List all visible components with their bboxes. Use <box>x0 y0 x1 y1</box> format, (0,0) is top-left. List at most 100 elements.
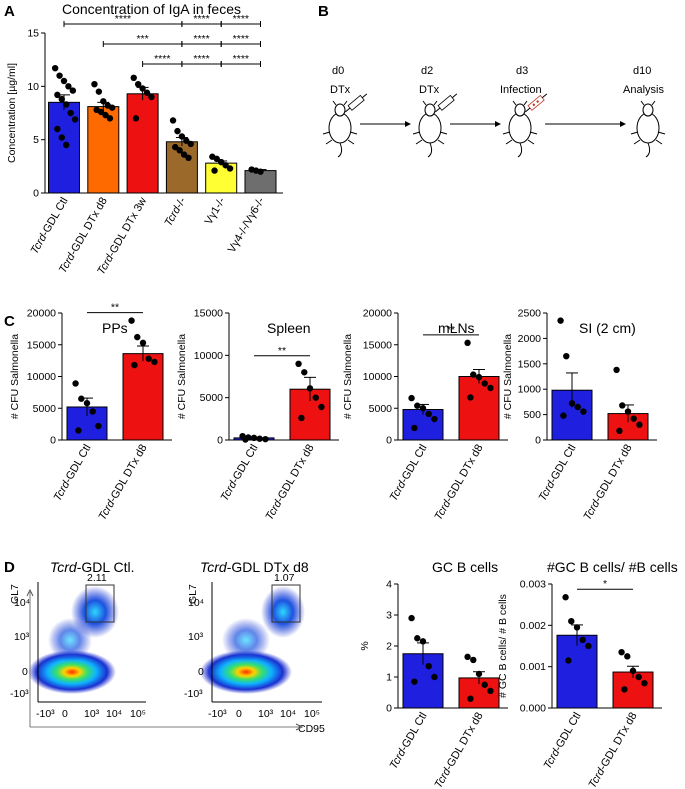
category-label: Tcrd-GDL Ctl <box>388 711 430 772</box>
data-point <box>419 638 427 645</box>
syringe-icon <box>345 93 368 113</box>
y-tick-label: 0.001 <box>520 661 546 673</box>
y-axis-label: Concentration [µg/ml] <box>6 63 18 163</box>
data-point <box>624 653 631 660</box>
y-tick-label: 20000 <box>27 308 56 320</box>
data-point <box>568 618 575 625</box>
y-axis-label: # CFU Salmonella <box>342 334 354 419</box>
data-point <box>226 165 234 172</box>
data-point <box>128 317 135 324</box>
y-tick-label: 3 <box>386 610 392 622</box>
significance-label: * <box>603 578 607 590</box>
flow-y-axis-label: GL7 <box>187 584 199 604</box>
gate-value: 1.07 <box>274 572 295 584</box>
category-rest: -GDL DTx d8 <box>107 443 150 505</box>
infection-syringe-icon <box>525 93 548 113</box>
data-point <box>481 681 488 688</box>
data-point <box>187 140 194 148</box>
significance-label: ** <box>278 345 286 357</box>
data-point <box>54 125 61 133</box>
flow-plot-title: Tcrd-GDL DTx d8 <box>200 559 309 575</box>
data-point <box>178 133 186 140</box>
data-point <box>619 402 626 409</box>
category-label: Tcrd-GDL DTx d8 <box>582 443 635 523</box>
data-point <box>464 653 471 661</box>
flow-x-tick: 0 <box>62 708 68 720</box>
data-point <box>97 108 105 116</box>
category-rest: -GDL DTx d8 <box>274 443 317 505</box>
data-point <box>213 155 220 163</box>
panel-letter-c: C <box>4 313 15 330</box>
data-point <box>580 408 587 415</box>
y-tick-label: 0 <box>33 188 39 200</box>
panel-letter-a: A <box>4 3 15 20</box>
data-point <box>411 678 418 685</box>
y-tick-label: 5 <box>33 134 39 146</box>
y-tick-label: 2500 <box>518 308 542 320</box>
comparison-label: **** <box>154 53 170 65</box>
data-point <box>218 158 225 166</box>
gate-value: 2.11 <box>87 572 107 584</box>
data-point <box>408 394 415 402</box>
data-point <box>130 74 137 82</box>
chart-title: mLNs <box>438 320 475 336</box>
flow-plot-dtx: Tcrd-GDL DTx d8 1.07 GL7 10⁴ 10³ 0 -10³ … <box>184 559 325 735</box>
category-rest: -GDL DTx d8 <box>592 443 635 505</box>
data-point <box>169 117 177 124</box>
data-point <box>65 83 72 90</box>
category-label: Tcrd-GDL DTx d8 <box>433 443 486 523</box>
flow-x-tick: 10³ <box>84 708 100 720</box>
flow-y-tick: -10³ <box>10 688 29 700</box>
category-rest: Vγ1-/- <box>203 195 228 227</box>
data-point <box>185 154 192 161</box>
data-point <box>250 434 258 442</box>
y-tick-label: 0 <box>535 435 541 447</box>
comparison-label: **** <box>193 53 209 65</box>
category-rest: -GDL Ctl <box>229 443 261 486</box>
flow-y-tick: 0 <box>22 666 28 678</box>
data-point <box>414 402 421 409</box>
y-tick-label: 1 <box>386 672 392 684</box>
y-tick-label: 20000 <box>363 308 392 320</box>
mouse-icon <box>630 100 666 158</box>
data-point <box>132 115 140 122</box>
chart-title: Concentration of IgA in feces <box>62 1 241 17</box>
data-point <box>470 656 477 664</box>
data-point <box>411 424 418 432</box>
y-tick-label: 0.003 <box>520 579 546 591</box>
data-point <box>102 111 109 119</box>
category-label: Tcrd-GDL Ctl <box>388 443 430 504</box>
comparison-label: *** <box>136 33 148 45</box>
y-tick-label: 5000 <box>369 403 393 415</box>
category-label: Tcrd-GDL Ctl <box>537 443 579 504</box>
flow-y-tick: 10⁴ <box>14 597 30 609</box>
comparison-label: **** <box>115 13 131 25</box>
data-point <box>139 339 147 347</box>
data-point <box>183 137 190 144</box>
data-point <box>318 403 325 411</box>
arrowhead-icon <box>295 723 304 731</box>
iga-chart: Concentration of IgA in feces 0 5 10 15 Conce… <box>6 1 283 277</box>
data-point <box>106 115 114 122</box>
chart-title: SI (2 cm) <box>579 320 636 336</box>
y-tick-label: 500 <box>523 409 541 421</box>
experiment-timeline: d0 DTx d2 DTx d3 Infection d10 Analysis <box>322 65 666 158</box>
y-tick-label: 10 <box>27 81 39 93</box>
panel-letter-b: B <box>318 3 329 20</box>
flow-density-blob <box>48 618 92 662</box>
data-point <box>574 403 581 411</box>
bar <box>87 106 120 194</box>
category-rest: -GDL Ctl <box>398 443 430 486</box>
flow-title-italic: Tcrd <box>200 559 228 575</box>
timeline-day-d0: d0 <box>332 65 344 77</box>
category-label: Tcrd-GDL DTx d8 <box>587 711 640 789</box>
timeline-label-d10: Analysis <box>623 84 664 96</box>
data-point <box>131 361 138 369</box>
data-point <box>616 427 623 435</box>
data-point <box>51 65 59 72</box>
mouse-icon <box>502 100 538 158</box>
y-axis-label: # GC B cells/ # B cells <box>497 594 509 698</box>
y-tick-label: 2000 <box>518 333 542 345</box>
